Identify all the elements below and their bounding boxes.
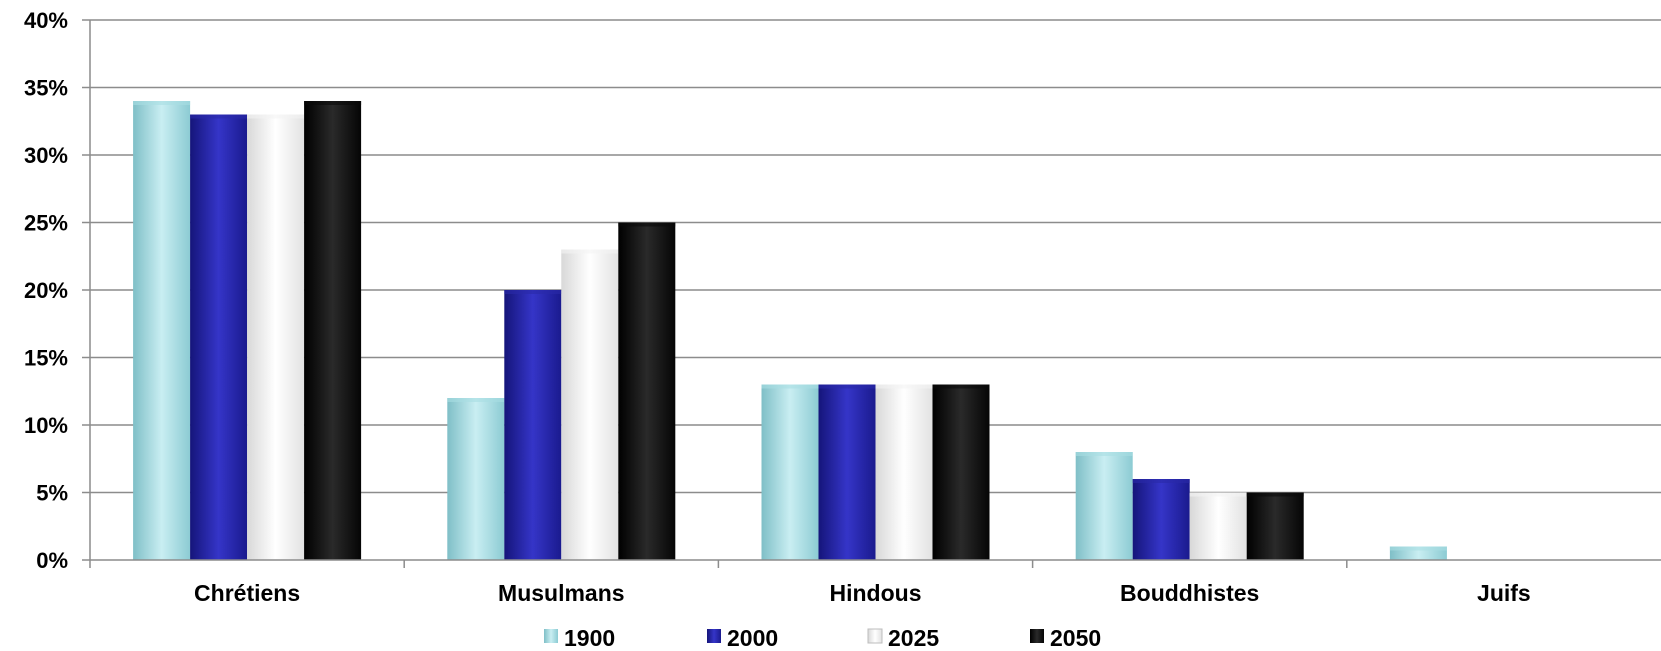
- bar-1900: [133, 101, 191, 560]
- y-tick-label: 35%: [24, 76, 68, 101]
- bar-2000: [190, 114, 248, 560]
- bar-2050: [1246, 492, 1304, 560]
- bar-top-highlight: [1246, 492, 1304, 497]
- bar-top-highlight: [561, 249, 619, 254]
- legend-label-1900: 1900: [564, 625, 615, 651]
- x-category-label: Hindous: [830, 580, 922, 606]
- bar-1900: [761, 384, 819, 560]
- bar-top-highlight: [875, 384, 933, 389]
- legend-label-2000: 2000: [727, 625, 778, 651]
- legend-swatch-1900: [544, 629, 558, 643]
- bar-2000: [1132, 479, 1190, 560]
- legend-swatch-2050: [1030, 629, 1044, 643]
- bar-top-highlight: [1075, 452, 1133, 456]
- bar-top-highlight: [932, 384, 990, 389]
- bar-top-highlight: [818, 384, 876, 389]
- bar-2025: [247, 114, 305, 560]
- x-category-label: Juifs: [1477, 580, 1531, 606]
- bar-1900: [447, 398, 505, 560]
- y-axis: 0% 5% 10% 15% 20% 25% 30% 35% 40%: [24, 8, 91, 573]
- bar-2050: [932, 384, 990, 560]
- x-category-label: Bouddhistes: [1120, 580, 1259, 606]
- bar-top-highlight: [133, 101, 191, 105]
- bar-top-highlight: [618, 222, 676, 227]
- bar-top-highlight: [247, 114, 305, 119]
- legend-swatch-2000: [707, 629, 721, 643]
- bar-top-highlight: [1132, 479, 1190, 483]
- x-category-label: Chrétiens: [194, 580, 300, 606]
- bar-2025: [875, 384, 933, 560]
- bars: [133, 101, 1447, 560]
- y-tick-label: 5%: [36, 481, 68, 506]
- x-category-label: Musulmans: [498, 580, 625, 606]
- bar-top-highlight: [190, 114, 248, 119]
- bar-2000: [504, 290, 562, 560]
- bar-2000: [818, 384, 876, 560]
- legend-label-2050: 2050: [1050, 625, 1101, 651]
- legend-label-2025: 2025: [888, 625, 939, 651]
- y-tick-label: 40%: [24, 8, 68, 33]
- bar-top-highlight: [1389, 546, 1447, 551]
- y-tick-label: 0%: [36, 548, 68, 573]
- bar-2050: [618, 222, 676, 560]
- legend: 1900 2000 2025 2050: [544, 625, 1101, 651]
- y-tick-label: 10%: [24, 413, 68, 438]
- bar-top-highlight: [504, 290, 562, 294]
- y-tick-label: 15%: [24, 346, 68, 371]
- bar-top-highlight: [304, 101, 362, 105]
- bar-2050: [304, 101, 362, 560]
- bar-2025: [561, 249, 619, 560]
- bar-top-highlight: [447, 398, 505, 402]
- bar-1900: [1075, 452, 1133, 560]
- y-tick-label: 30%: [24, 143, 68, 168]
- bar-top-highlight: [1189, 492, 1247, 497]
- y-tick-label: 25%: [24, 211, 68, 236]
- x-axis: Chrétiens Musulmans Hindous Bouddhistes Juif…: [89, 559, 1661, 606]
- legend-swatch-2025: [867, 628, 883, 644]
- bar-2025: [1189, 492, 1247, 560]
- y-tick-label: 20%: [24, 278, 68, 303]
- bar-top-highlight: [761, 384, 819, 389]
